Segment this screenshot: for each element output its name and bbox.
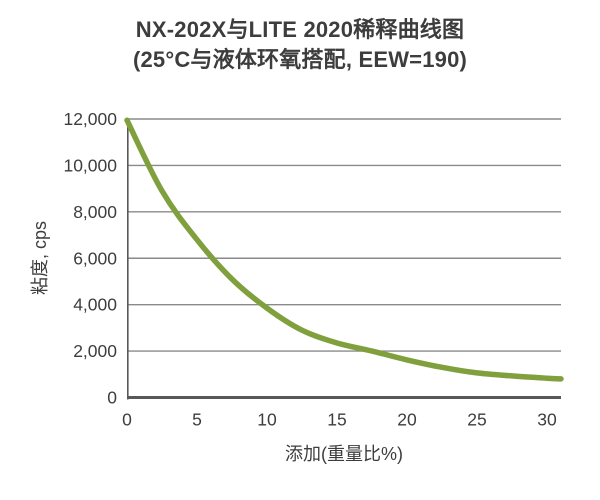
y-tick-label: 4,000 bbox=[73, 295, 117, 315]
chart-subtitle: (25°C与液体环氧搭配, EEW=190) bbox=[132, 47, 468, 72]
y-tick-label: 2,000 bbox=[73, 341, 117, 361]
x-tick-label: 25 bbox=[467, 410, 486, 430]
x-tick-label: 10 bbox=[257, 410, 277, 430]
y-tick-label: 12,000 bbox=[63, 109, 117, 129]
x-axis-title: 添加(重量比%) bbox=[285, 444, 403, 464]
y-tick-label: 0 bbox=[107, 388, 117, 408]
y-axis-title: 粘度, cps bbox=[30, 221, 50, 296]
x-tick-label: 5 bbox=[192, 410, 202, 430]
y-tick-label: 8,000 bbox=[73, 202, 117, 222]
y-tick-label: 6,000 bbox=[73, 248, 117, 268]
dilution-curve bbox=[124, 117, 564, 382]
y-tick-label: 10,000 bbox=[63, 155, 117, 175]
x-tick-label: 20 bbox=[397, 410, 417, 430]
x-tick-label: 30 bbox=[537, 410, 557, 430]
chart-title-block: NX-202X与LITE 2020稀释曲线图 (25°C与液体环氧搭配, EEW… bbox=[0, 15, 600, 75]
x-tick-label: 0 bbox=[122, 410, 132, 430]
x-tick-label: 15 bbox=[327, 410, 346, 430]
chart-title: NX-202X与LITE 2020稀释曲线图 bbox=[135, 17, 465, 42]
